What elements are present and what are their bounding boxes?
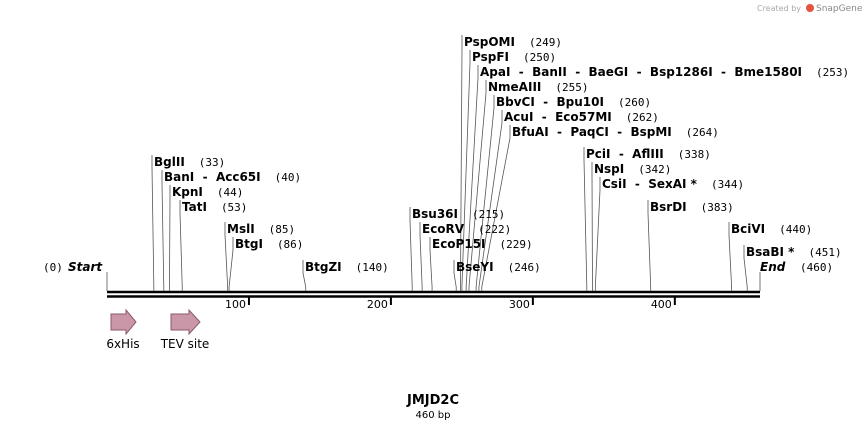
site-name: NmeAIII <box>488 80 541 94</box>
site-position: (249) <box>529 36 562 49</box>
logo <box>806 4 814 12</box>
tick-label: 400 <box>651 298 672 311</box>
site-position: (262) <box>626 111 659 124</box>
cut-line <box>179 200 183 291</box>
site-name: BciVI <box>731 222 765 236</box>
cut-line <box>161 170 165 291</box>
cut-line <box>461 50 471 291</box>
site-name: PspOMI <box>464 35 515 49</box>
site-name: BfuAI - PaqCI - BspMI <box>512 125 672 139</box>
cut-line <box>224 222 229 291</box>
site-name: TatI <box>182 200 207 214</box>
site-name: ApaI - BanII - BaeGI - Bsp1286I - Bme158… <box>480 65 802 79</box>
site-name: AcuI - Eco57MI <box>504 110 612 124</box>
site-position: (255) <box>555 81 588 94</box>
site-position: (85) <box>269 223 296 236</box>
site-name: BseYI <box>456 260 494 274</box>
site-position: (86) <box>277 238 304 251</box>
site-name: BbvCI - Bpu10I <box>496 95 604 109</box>
site-name: PspFI <box>472 50 509 64</box>
site-position: (250) <box>523 51 556 64</box>
cut-line <box>647 200 652 291</box>
site-name: CsiI - SexAI * <box>602 177 698 191</box>
site-position: (264) <box>686 126 719 139</box>
site-name: PciI - AflIII <box>586 147 664 161</box>
cut-line <box>302 260 307 291</box>
site-name: BanI - Acc65I <box>164 170 261 184</box>
cut-line <box>151 155 155 291</box>
site-position: (260) <box>618 96 651 109</box>
cut-line <box>728 222 733 291</box>
site-position: (440) <box>779 223 812 236</box>
site-position: (460) <box>800 261 833 274</box>
cut-line <box>460 35 463 291</box>
cut-line <box>429 237 433 291</box>
site-position: (253) <box>816 66 849 79</box>
length: 460 bp <box>416 410 451 421</box>
site-name: BsrDI <box>650 200 687 214</box>
site-position: (383) <box>701 201 734 214</box>
site-position: (344) <box>711 178 744 191</box>
cut-line <box>453 260 457 291</box>
tick-label: 300 <box>509 298 530 311</box>
site-name: BglII <box>154 155 185 169</box>
site-position: (338) <box>678 148 711 161</box>
site-name: BsaBI * <box>746 245 795 259</box>
site-position: (215) <box>472 208 505 221</box>
site-name: BtgZI <box>305 260 342 274</box>
cut-line <box>594 177 601 291</box>
feature-arrow <box>110 308 137 336</box>
cut-line <box>743 245 748 291</box>
feature-arrow <box>170 308 201 336</box>
feature-label: TEV site <box>160 337 210 351</box>
site-name: NspI <box>594 162 624 176</box>
site-name: KpnI <box>172 185 203 199</box>
site-position: (33) <box>199 156 226 169</box>
site-name: BtgI <box>235 237 263 251</box>
site-name: MslI <box>227 222 255 236</box>
site-name: EcoRV <box>422 222 465 236</box>
site-position: (40) <box>275 171 302 184</box>
cut-line <box>478 110 503 291</box>
site-name: EcoP15I <box>432 237 486 251</box>
site-position: (222) <box>478 223 511 236</box>
tick-label: 200 <box>367 298 388 311</box>
cut-line <box>169 185 171 291</box>
site-position: (451) <box>808 246 841 259</box>
site-name: Bsu36I <box>412 207 458 221</box>
title: JMJD2C <box>406 393 459 408</box>
credit: Created by <box>757 4 801 13</box>
cut-line <box>475 95 495 291</box>
cut-line <box>228 237 234 291</box>
site-position: (246) <box>508 261 541 274</box>
site-position: (53) <box>221 201 248 214</box>
cut-line <box>583 147 588 291</box>
site-position: (229) <box>500 238 533 251</box>
site-position: (342) <box>638 163 671 176</box>
cut-line <box>409 207 413 291</box>
start-label: Start <box>68 260 103 274</box>
brand: SnapGene <box>816 4 863 14</box>
cut-line <box>468 80 487 291</box>
feature-label: 6xHis <box>106 337 139 351</box>
site-position: (140) <box>356 261 389 274</box>
end-label: End <box>760 260 786 274</box>
cut-line <box>419 222 423 291</box>
tick-label: 100 <box>225 298 246 311</box>
site-position: (0) <box>43 261 63 274</box>
site-position: (44) <box>217 186 244 199</box>
cut-line <box>481 125 511 291</box>
cut-line <box>465 65 479 291</box>
